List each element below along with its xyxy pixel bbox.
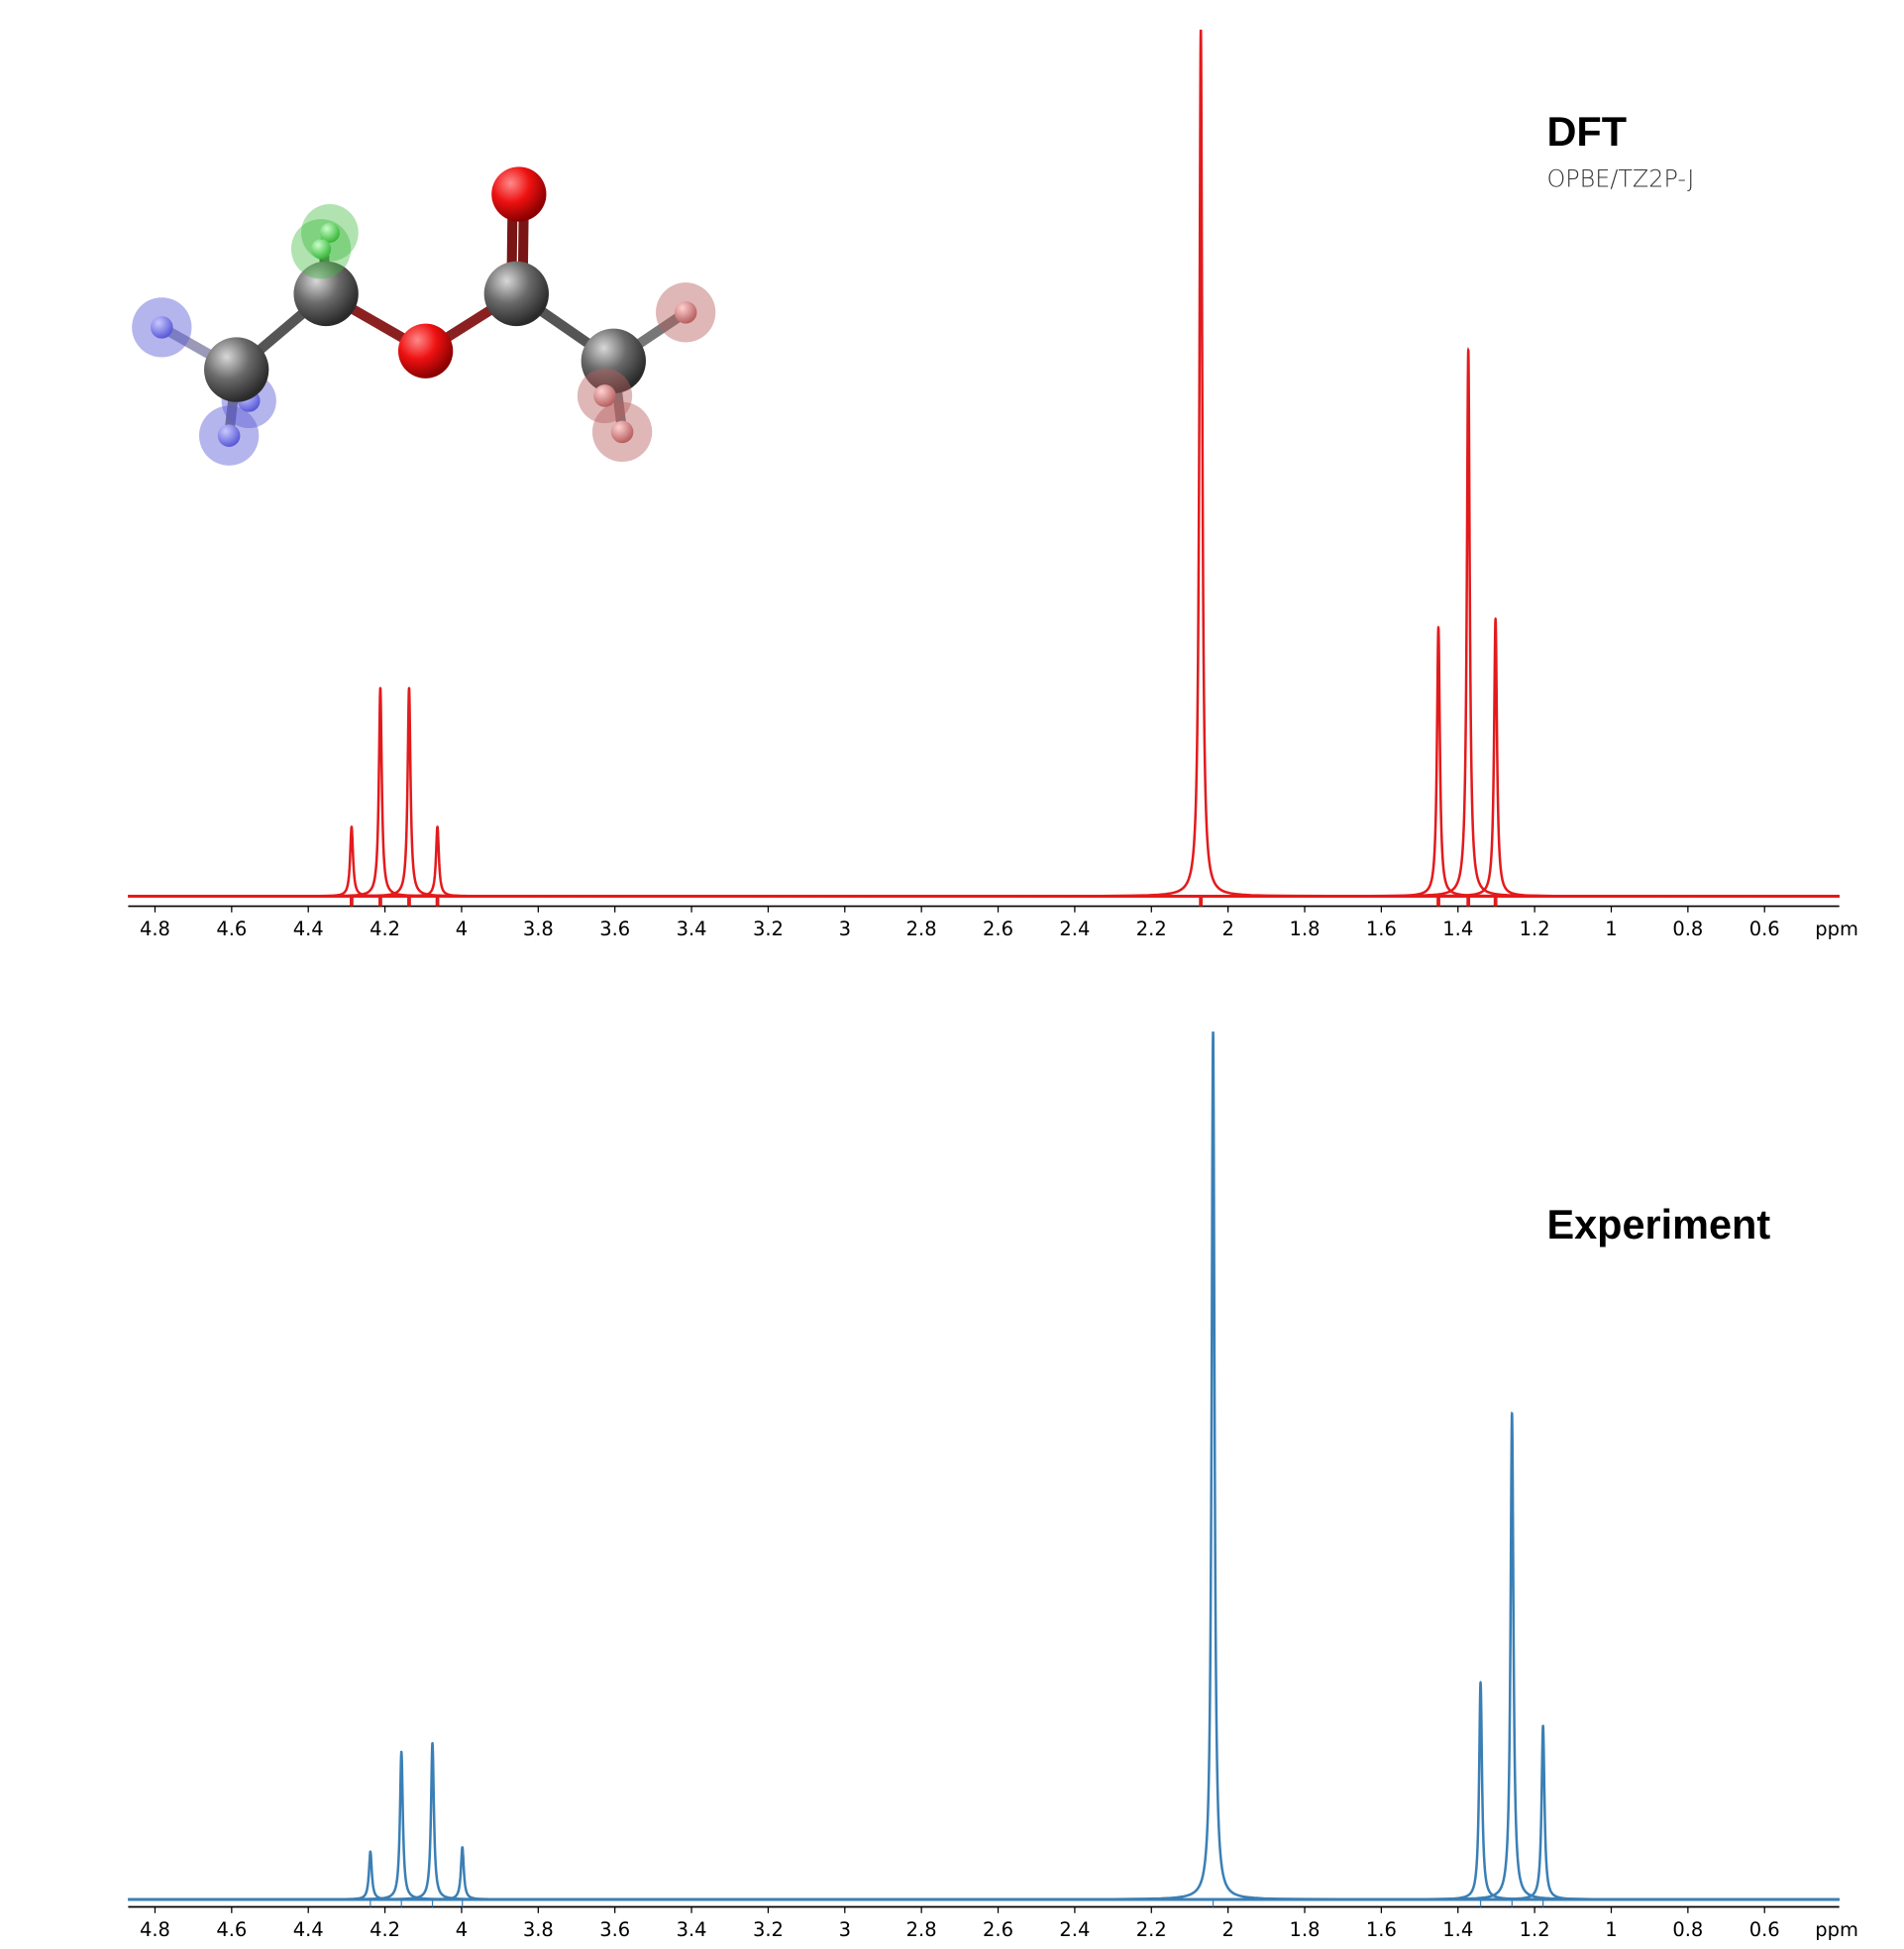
x-tick-label: 3.8 bbox=[523, 1918, 554, 1941]
x-tick-label: 4 bbox=[456, 1918, 468, 1941]
x-tick-label: 3.8 bbox=[523, 918, 554, 940]
x-tick-label: 2.2 bbox=[1136, 1918, 1167, 1941]
x-tick-label: 2.4 bbox=[1059, 918, 1090, 940]
peak bbox=[128, 1846, 1840, 1901]
peak bbox=[128, 347, 1840, 898]
peak bbox=[128, 825, 1840, 898]
molecule bbox=[132, 166, 716, 466]
x-tick-label: 2.8 bbox=[906, 918, 937, 940]
x-tick-label: 0.8 bbox=[1672, 1918, 1703, 1941]
peak bbox=[128, 1724, 1840, 1901]
x-tick-label: 1.4 bbox=[1442, 1918, 1473, 1941]
title: Experiment bbox=[1546, 1201, 1770, 1247]
peak bbox=[128, 625, 1840, 898]
x-axis-label: ppm bbox=[1815, 918, 1858, 940]
x-tick-label: 1.2 bbox=[1520, 1918, 1550, 1941]
peak bbox=[128, 687, 1840, 898]
peak bbox=[128, 1742, 1840, 1901]
x-tick-label: 3.2 bbox=[753, 918, 784, 940]
x-tick-label: 0.8 bbox=[1672, 918, 1703, 940]
x-tick-label: 3.4 bbox=[677, 1918, 707, 1941]
scaled-root: DFT OPBE/TZ2P-J Experiment 4.8 4.6 4.4 4.2 4… bbox=[128, 29, 1858, 1941]
x-tick-label: 2.6 bbox=[983, 918, 1013, 940]
x-tick-label: 1.6 bbox=[1366, 1918, 1397, 1941]
x-tick-label: 4.6 bbox=[216, 918, 247, 940]
x-tick-label: 3 bbox=[839, 1918, 851, 1941]
subtitle: OPBE/TZ2P-J bbox=[1546, 164, 1694, 192]
x-tick-label: 1.8 bbox=[1290, 918, 1321, 940]
x-tick-label: 2.8 bbox=[906, 1918, 937, 1941]
x-tick-label: 3 bbox=[839, 918, 851, 940]
peak bbox=[128, 1031, 1840, 1901]
x-tick-label: 2 bbox=[1221, 1918, 1233, 1941]
x-tick-label: 3.2 bbox=[753, 1918, 784, 1941]
title: DFT bbox=[1546, 108, 1627, 155]
peak bbox=[128, 687, 1840, 898]
x-tick-label: 1.4 bbox=[1442, 918, 1473, 940]
peak bbox=[128, 616, 1840, 898]
x-axis-label: ppm bbox=[1815, 1918, 1858, 1941]
x-tick-label: 4 bbox=[456, 918, 468, 940]
peak bbox=[128, 1411, 1840, 1901]
x-tick-label: 2 bbox=[1221, 918, 1233, 940]
peak bbox=[128, 1680, 1840, 1901]
peak bbox=[128, 1750, 1840, 1901]
x-tick-label: 3.6 bbox=[599, 918, 630, 940]
x-tick-label: 1 bbox=[1605, 918, 1617, 940]
x-tick-label: 1.8 bbox=[1290, 1918, 1321, 1941]
x-tick-label: 4.2 bbox=[370, 1918, 400, 1941]
x-tick-label: 4.6 bbox=[216, 1918, 247, 1941]
x-tick-label: 0.6 bbox=[1749, 1918, 1780, 1941]
x-tick-label: 2.4 bbox=[1059, 1918, 1090, 1941]
x-tick-label: 3.6 bbox=[599, 1918, 630, 1941]
x-tick-label: 2.2 bbox=[1136, 918, 1167, 940]
peak bbox=[128, 29, 1840, 898]
x-tick-label: 4.4 bbox=[293, 918, 324, 940]
x-tick-label: 1 bbox=[1605, 1918, 1617, 1941]
x-tick-label: 4.4 bbox=[293, 1918, 324, 1941]
x-tick-label: 0.6 bbox=[1749, 918, 1780, 940]
x-tick-label: 1.2 bbox=[1520, 918, 1550, 940]
peak bbox=[128, 1850, 1840, 1901]
x-tick-label: 1.6 bbox=[1366, 918, 1397, 940]
x-tick-label: 3.4 bbox=[677, 918, 707, 940]
peak bbox=[128, 825, 1840, 898]
x-tick-label: 4.8 bbox=[140, 918, 170, 940]
x-tick-label: 2.6 bbox=[983, 1918, 1013, 1941]
x-tick-label: 4.8 bbox=[140, 1918, 170, 1941]
x-tick-label: 4.2 bbox=[370, 918, 400, 940]
